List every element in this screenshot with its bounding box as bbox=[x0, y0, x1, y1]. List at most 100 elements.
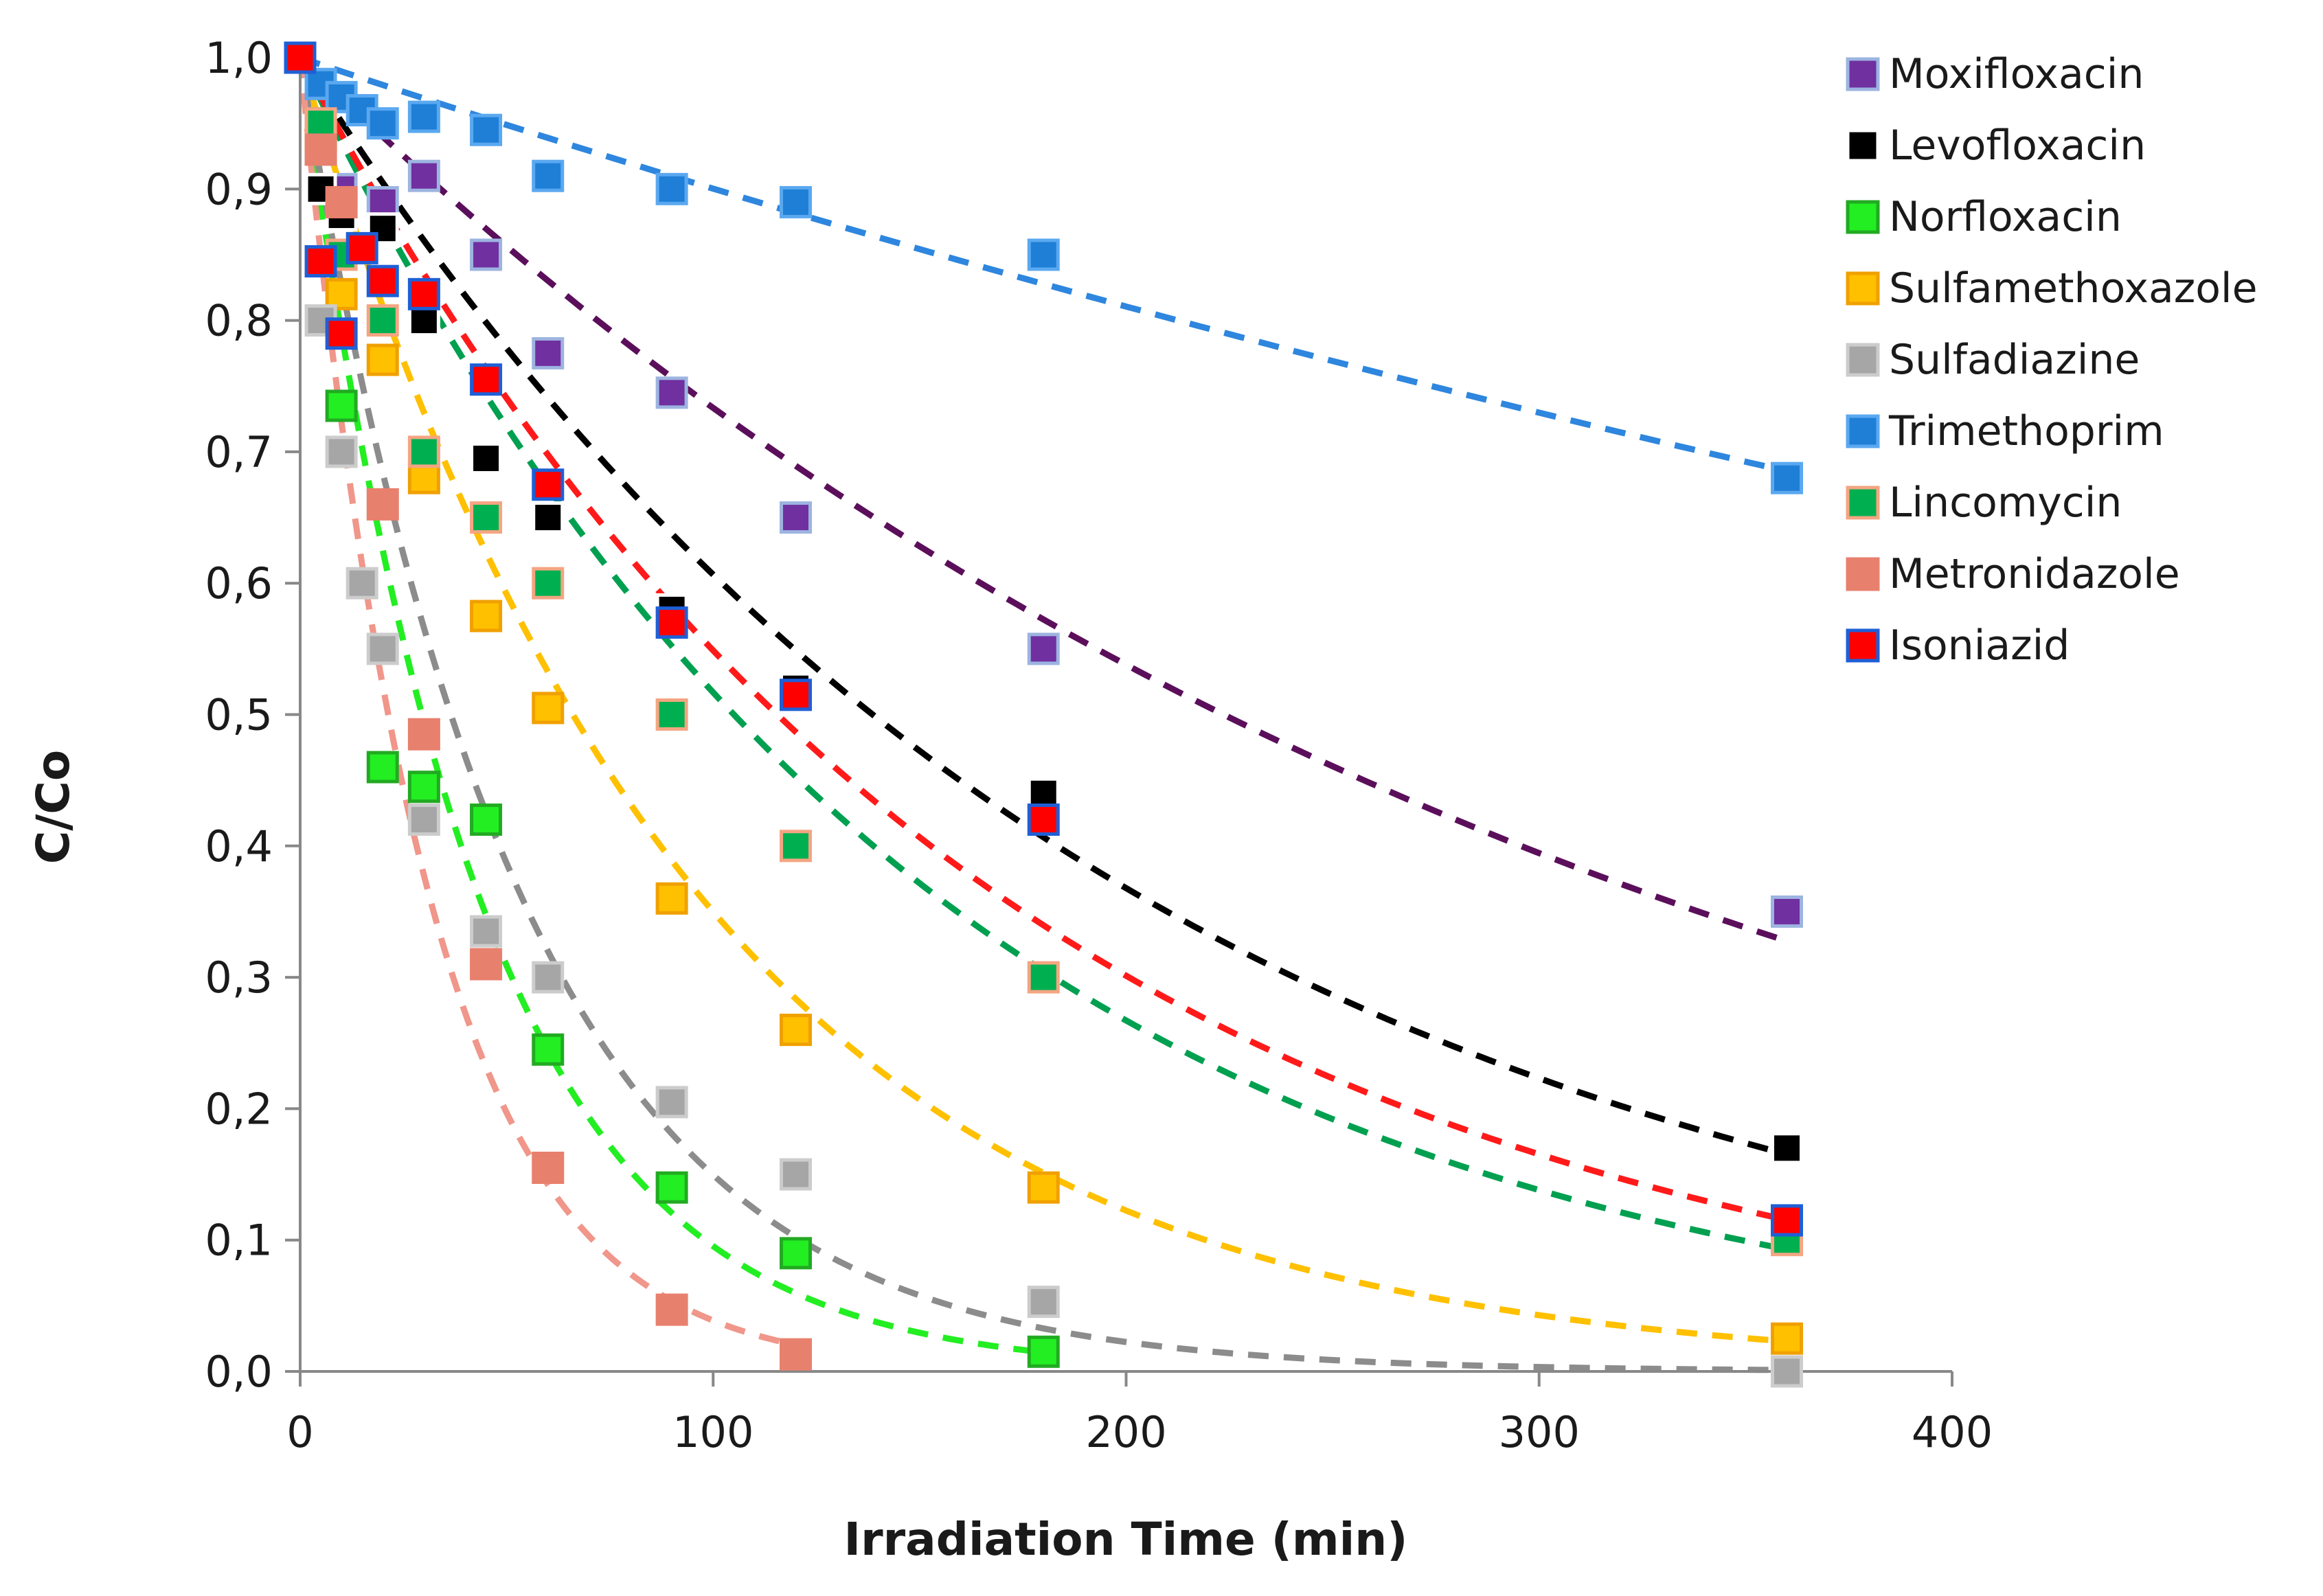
data-point bbox=[470, 238, 503, 271]
data-point bbox=[407, 718, 440, 751]
data-point bbox=[532, 961, 565, 994]
fit-line bbox=[297, 57, 797, 1348]
y-tick-label: 0,2 bbox=[205, 1084, 273, 1134]
data-point bbox=[655, 698, 688, 731]
data-point bbox=[325, 185, 358, 218]
data-point bbox=[366, 632, 399, 665]
data-point bbox=[407, 461, 440, 494]
data-point bbox=[655, 1086, 688, 1119]
fit-line bbox=[297, 56, 1788, 1158]
data-point bbox=[1771, 1132, 1803, 1165]
data-point bbox=[1027, 632, 1060, 665]
legend-label: Metronidazole bbox=[1889, 550, 2180, 598]
legend-swatch bbox=[1846, 486, 1880, 520]
data-point bbox=[470, 113, 503, 146]
legend-swatch bbox=[1846, 271, 1880, 306]
legend-label: Sulfadiazine bbox=[1889, 336, 2140, 384]
fit-line bbox=[297, 56, 1787, 1345]
data-point bbox=[407, 803, 440, 836]
y-tick-label: 0,5 bbox=[205, 690, 273, 740]
fit-line bbox=[299, 54, 1788, 475]
data-point bbox=[1027, 238, 1060, 271]
data-point bbox=[325, 435, 358, 468]
data-point bbox=[407, 435, 440, 468]
data-point bbox=[1027, 803, 1060, 836]
legend-label: Trimethoprim bbox=[1888, 407, 2164, 455]
data-point bbox=[304, 133, 337, 166]
data-point bbox=[655, 606, 688, 639]
legend-swatch bbox=[1846, 57, 1880, 91]
legend-label: Isoniazid bbox=[1889, 622, 2070, 670]
legend-label: Levofloxacin bbox=[1889, 122, 2146, 170]
data-point bbox=[470, 803, 503, 836]
fit-line bbox=[297, 56, 1788, 1223]
data-point bbox=[532, 337, 565, 369]
legend: Moxifloxacin Levofloxacin Norfloxacin Sulfa… bbox=[1846, 50, 2258, 670]
legend-swatch bbox=[1846, 343, 1880, 377]
y-tick-label: 0,6 bbox=[205, 558, 273, 608]
legend-label: Sulfamethoxazole bbox=[1889, 264, 2258, 312]
data-point bbox=[532, 1033, 565, 1066]
y-tick-label: 0,7 bbox=[205, 427, 273, 477]
data-point bbox=[655, 172, 688, 205]
data-point bbox=[366, 107, 399, 140]
data-point bbox=[407, 771, 440, 803]
x-tick-label: 0 bbox=[286, 1407, 313, 1457]
data-point bbox=[407, 100, 440, 133]
data-point bbox=[780, 501, 812, 534]
data-point bbox=[655, 1171, 688, 1204]
data-point bbox=[325, 317, 358, 350]
data-point bbox=[366, 488, 399, 521]
data-point bbox=[366, 343, 399, 376]
data-point bbox=[780, 679, 812, 711]
data-point bbox=[470, 948, 503, 981]
data-point bbox=[655, 882, 688, 915]
data-point bbox=[780, 1014, 812, 1047]
data-point bbox=[780, 185, 812, 218]
data-point bbox=[325, 277, 358, 310]
data-point bbox=[1027, 1286, 1060, 1319]
fit-line bbox=[297, 55, 1788, 944]
legend-label: Lincomycin bbox=[1889, 479, 2122, 527]
y-tick-label: 0,1 bbox=[205, 1216, 273, 1266]
x-tick-label: 300 bbox=[1499, 1407, 1580, 1457]
data-point bbox=[532, 567, 565, 600]
data-point bbox=[532, 159, 565, 192]
data-point bbox=[407, 277, 440, 310]
data-point bbox=[1027, 1335, 1060, 1368]
data-point bbox=[1771, 1322, 1803, 1355]
data-point bbox=[780, 1338, 812, 1371]
data-point bbox=[345, 231, 378, 264]
data-point bbox=[407, 304, 440, 337]
data-point bbox=[532, 501, 565, 534]
data-point bbox=[366, 304, 399, 337]
data-point bbox=[1027, 1171, 1060, 1204]
data-point bbox=[1771, 1355, 1803, 1388]
data-point bbox=[655, 1293, 688, 1326]
data-point bbox=[1771, 1204, 1803, 1237]
data-point bbox=[304, 245, 337, 278]
legend-swatch bbox=[1846, 557, 1880, 591]
y-tick-label: 0,9 bbox=[205, 164, 273, 214]
data-point bbox=[532, 468, 565, 501]
x-axis-title: Irradiation Time (min) bbox=[844, 1513, 1408, 1566]
data-point bbox=[366, 264, 399, 297]
data-point bbox=[532, 1151, 565, 1184]
data-point bbox=[325, 389, 358, 422]
data-point bbox=[366, 185, 399, 218]
x-tick-label: 100 bbox=[672, 1407, 753, 1457]
data-point bbox=[780, 830, 812, 863]
data-point bbox=[470, 600, 503, 632]
legend-swatch bbox=[1846, 128, 1880, 163]
data-point bbox=[470, 501, 503, 534]
data-point bbox=[366, 751, 399, 784]
fit-line bbox=[297, 57, 1787, 1373]
data-point bbox=[1027, 961, 1060, 994]
axes-layer: 0,0 0,1 0,2 0,3 0,4 0,5 0,6 0,7 0,8 0,9 1,0 0 100 200… bbox=[205, 33, 1993, 1457]
legend-label: Norfloxacin bbox=[1889, 193, 2122, 241]
data-point bbox=[655, 376, 688, 409]
data-point bbox=[470, 442, 503, 475]
data-point bbox=[780, 1158, 812, 1191]
y-tick-label: 0,8 bbox=[205, 296, 273, 346]
